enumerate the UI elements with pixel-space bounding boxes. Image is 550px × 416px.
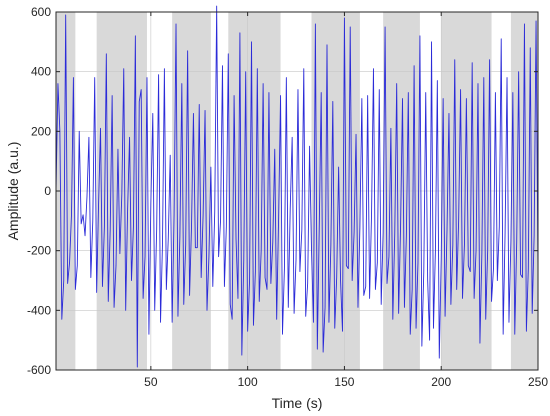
y-tick-label: -400 bbox=[27, 303, 51, 317]
x-axis-label: Time (s) bbox=[272, 395, 323, 411]
x-tick-label: 250 bbox=[528, 375, 548, 389]
y-tick-label: 200 bbox=[31, 124, 51, 138]
x-tick-label: 200 bbox=[431, 375, 451, 389]
x-tick-label: 50 bbox=[144, 375, 158, 389]
x-tick-label: 150 bbox=[334, 375, 354, 389]
amplitude-series-line bbox=[55, 5, 539, 368]
x-tick-label: 100 bbox=[238, 375, 258, 389]
y-tick-label: 600 bbox=[31, 5, 51, 19]
y-axis-label: Amplitude (a.u.) bbox=[5, 142, 21, 241]
y-tick-label: -600 bbox=[27, 363, 51, 377]
y-tick-label: 400 bbox=[31, 65, 51, 79]
y-tick-label: -200 bbox=[27, 244, 51, 258]
y-tick-label: 0 bbox=[44, 184, 51, 198]
